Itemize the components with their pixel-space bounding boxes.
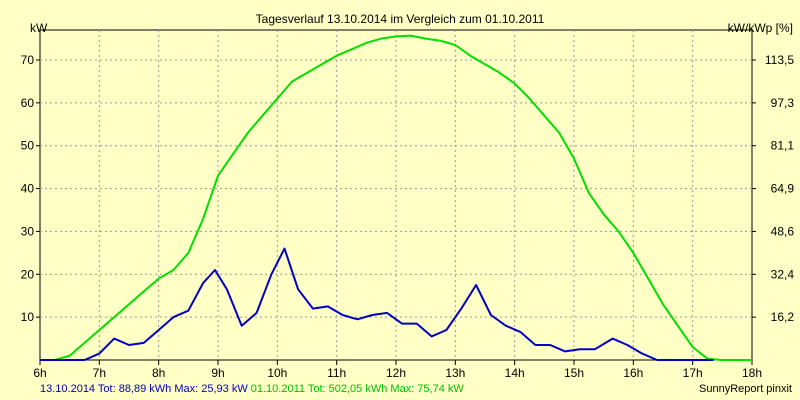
- y-tick-label-left: 70: [21, 53, 35, 67]
- y-tick-label-left: 10: [21, 310, 35, 324]
- y-tick-label-right: 32,4: [771, 267, 795, 281]
- y-tick-label-right: 81,1: [771, 139, 795, 153]
- x-tick-label: 6h: [33, 366, 46, 380]
- y-tick-label-right: 97,3: [771, 96, 795, 110]
- y-tick-label-left: 20: [21, 267, 35, 281]
- x-tick-label: 14h: [505, 366, 525, 380]
- x-tick-label: 17h: [683, 366, 703, 380]
- y-tick-label-right: 64,9: [771, 182, 795, 196]
- x-tick-label: 8h: [152, 366, 165, 380]
- legend: 13.10.2014 Tot: 88,89 kWh Max: 25,93 kW …: [40, 383, 464, 395]
- y-tick-label-right: 113,5: [765, 53, 794, 67]
- x-tick-label: 12h: [386, 366, 406, 380]
- series-line-2: [40, 247, 714, 361]
- y-tick-label-left: 60: [21, 96, 35, 110]
- y-tick-label-left: 30: [21, 224, 35, 238]
- x-tick-label: 13h: [445, 366, 465, 380]
- x-tick-label: 11h: [327, 366, 346, 380]
- y-axis-right: 16,2 32,4 48,6 64,9 81,1 97,3 113,5: [752, 53, 794, 324]
- brand-label: SunnyReport pinxit: [699, 383, 792, 395]
- grid-lines: [40, 30, 752, 360]
- y-tick-label-right: 48,6: [771, 224, 795, 238]
- y-axis-right-label: kW/kWp [%]: [728, 21, 793, 35]
- x-axis: 6h 7h 8h 9h 10h 11h 12h 13h 14h 15h 16h 17h 18h: [33, 360, 762, 380]
- x-tick-label: 7h: [93, 366, 106, 380]
- y-tick-label-left: 40: [21, 182, 35, 196]
- y-tick-label-left: 50: [21, 139, 35, 153]
- series-line-1: [40, 34, 752, 361]
- chart-title: Tagesverlauf 13.10.2014 im Vergleich zum…: [256, 12, 545, 26]
- x-tick-label: 18h: [742, 366, 762, 380]
- y-tick-label-right: 16,2: [771, 310, 795, 324]
- x-tick-label: 16h: [623, 366, 643, 380]
- legend-series-2: 01.10.2011 Tot: 502,05 kWh Max: 75,74 kW: [250, 383, 464, 395]
- x-tick-label: 15h: [564, 366, 584, 380]
- x-tick-label: 9h: [211, 366, 224, 380]
- y-axis-left: 10 20 30 40 50 60 70: [21, 53, 40, 324]
- legend-series-1: 13.10.2014 Tot: 88,89 kWh Max: 25,93 kW: [40, 383, 248, 395]
- x-tick-label: 10h: [267, 366, 287, 380]
- y-axis-left-label: kW: [30, 21, 48, 35]
- series-lines: [40, 34, 752, 361]
